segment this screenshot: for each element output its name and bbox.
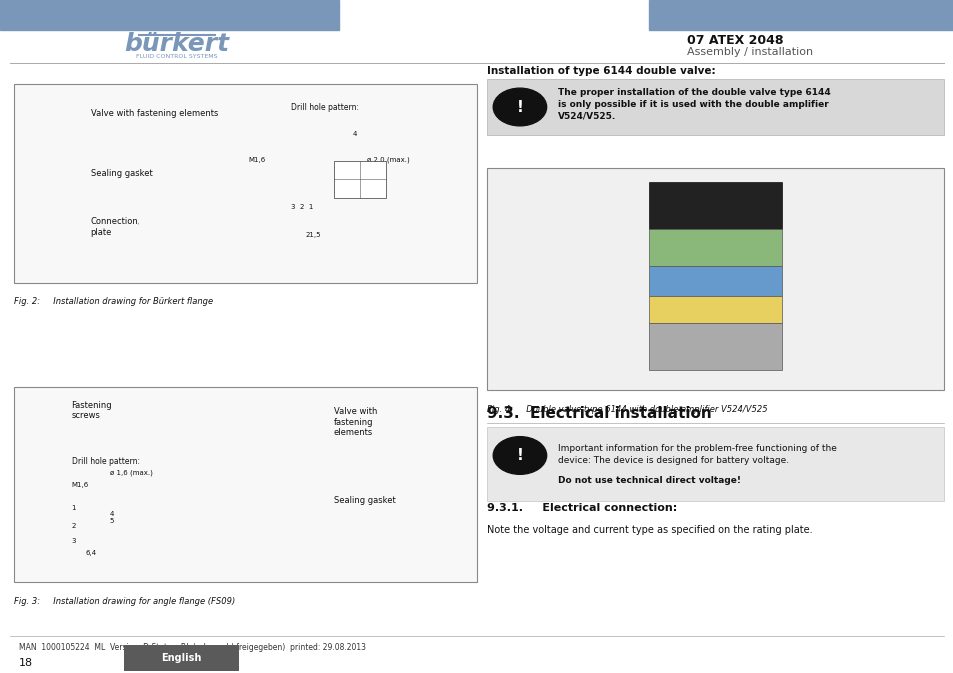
Text: 9.3.1.     Electrical connection:: 9.3.1. Electrical connection: — [486, 503, 676, 513]
Text: M1,6: M1,6 — [248, 157, 265, 163]
Bar — [14, 387, 476, 582]
Text: 3  2  1: 3 2 1 — [291, 204, 313, 210]
Bar — [648, 229, 781, 266]
Text: English: English — [161, 653, 201, 663]
Text: Fig. 4:     Double valve type 6144 with double amplifier V524/V525: Fig. 4: Double valve type 6144 with doub… — [486, 405, 766, 414]
Text: Fastening
screws: Fastening screws — [71, 400, 112, 420]
Bar — [486, 79, 943, 135]
Text: Note the voltage and current type as specified on the rating plate.: Note the voltage and current type as spe… — [486, 525, 811, 535]
Text: 4: 4 — [353, 131, 357, 137]
Text: Fig. 3:     Installation drawing for angle flange (FS09): Fig. 3: Installation drawing for angle f… — [14, 597, 235, 606]
Text: !: ! — [516, 100, 523, 114]
Text: FLUID CONTROL SYSTEMS: FLUID CONTROL SYSTEMS — [135, 54, 217, 59]
Text: device: The device is designed for battery voltage.: device: The device is designed for batte… — [558, 456, 788, 465]
Text: 07 ATEX 2048: 07 ATEX 2048 — [686, 34, 782, 47]
Circle shape — [493, 437, 546, 474]
Text: 4
5: 4 5 — [110, 511, 114, 524]
Text: Drill hole pattern:: Drill hole pattern: — [71, 457, 139, 466]
Bar — [486, 168, 943, 390]
Text: Drill hole pattern:: Drill hole pattern: — [291, 104, 358, 112]
Bar — [486, 427, 943, 501]
Text: Sealing gasket: Sealing gasket — [91, 169, 152, 178]
Text: Important information for the problem-free functioning of the: Important information for the problem-fr… — [558, 444, 836, 452]
Text: bürkert: bürkert — [124, 32, 229, 56]
Text: M1,6: M1,6 — [71, 482, 89, 487]
Bar — [648, 266, 781, 296]
Bar — [648, 296, 781, 323]
Text: MAN  1000105224  ML  Version: D Status: RL (released | freigegeben)  printed: 29: MAN 1000105224 ML Version: D Status: RL … — [19, 643, 366, 652]
Text: Do not use technical direct voltage!: Do not use technical direct voltage! — [558, 476, 740, 485]
Text: !: ! — [516, 448, 523, 463]
Text: Installation of type 6144 double valve:: Installation of type 6144 double valve: — [486, 66, 715, 76]
Text: Assembly / installation: Assembly / installation — [686, 48, 812, 57]
Text: Connection
plate: Connection plate — [91, 217, 138, 237]
Text: Valve with
fastening
elements: Valve with fastening elements — [334, 407, 376, 437]
Text: 1: 1 — [71, 505, 76, 511]
Text: Fig. 2:     Installation drawing for Bürkert flange: Fig. 2: Installation drawing for Bürkert… — [14, 297, 213, 306]
Text: 2: 2 — [71, 522, 76, 528]
Bar — [14, 84, 476, 283]
Bar — [124, 645, 238, 671]
Bar — [648, 323, 781, 370]
Bar — [334, 161, 386, 198]
Bar — [648, 182, 781, 229]
Text: ø 1,6 (max.): ø 1,6 (max.) — [110, 470, 152, 476]
Text: 9.3.  Electrical installation: 9.3. Electrical installation — [486, 406, 711, 421]
Bar — [0, 0, 338, 30]
Text: 3: 3 — [71, 538, 76, 544]
Bar — [648, 0, 953, 30]
Text: 18: 18 — [19, 658, 33, 668]
Text: Valve with fastening elements: Valve with fastening elements — [91, 110, 218, 118]
Text: Sealing gasket: Sealing gasket — [334, 496, 395, 505]
Text: ø 2,0 (max.): ø 2,0 (max.) — [367, 156, 410, 163]
Text: [Double valve image]: [Double valve image] — [670, 275, 760, 284]
Text: 6,4: 6,4 — [86, 550, 97, 556]
Text: 21,5: 21,5 — [305, 232, 320, 238]
Text: The proper installation of the double valve type 6144
is only possible if it is : The proper installation of the double va… — [558, 88, 830, 120]
Circle shape — [493, 88, 546, 126]
